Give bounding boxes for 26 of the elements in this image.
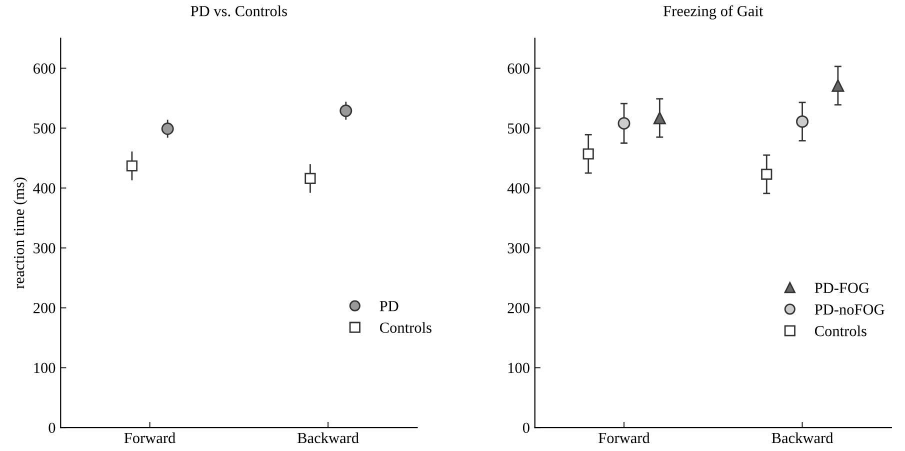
y-tick-label: 100: [34, 362, 56, 374]
chart-title: PD vs. Controls: [190, 6, 287, 16]
y-tick-label: 300: [508, 243, 530, 254]
legend-label: PD-noFOG: [814, 304, 884, 315]
legend-label: Controls: [814, 325, 866, 336]
x-tick-label: Backward: [772, 432, 834, 444]
y-tick-label: 200: [508, 302, 530, 314]
y-tick-label: 0: [522, 422, 530, 433]
y-tick-label: 500: [34, 123, 56, 134]
y-tick-label: 100: [508, 362, 530, 374]
x-tick-label: Forward: [598, 432, 650, 444]
y-tick-label: 500: [508, 123, 530, 134]
y-tick-label: 300: [34, 243, 56, 254]
legend-label: PD: [380, 301, 398, 312]
legend-label: Controls: [380, 322, 432, 333]
x-tick-label: Forward: [124, 432, 176, 444]
y-tick-label: 600: [34, 63, 56, 74]
y-tick-label: 0: [48, 422, 56, 433]
y-tick-label: 600: [508, 63, 530, 74]
legend-label: PD-FOG: [814, 282, 870, 294]
y-tick-label: 200: [34, 302, 56, 314]
y-tick-label: 400: [507, 183, 530, 194]
x-tick-label: Backward: [298, 432, 359, 444]
y-tick-label: 400: [33, 183, 56, 194]
chart-title: Freezing of Gait: [664, 5, 764, 20]
y-axis-title: reaction time (ms): [13, 178, 28, 289]
